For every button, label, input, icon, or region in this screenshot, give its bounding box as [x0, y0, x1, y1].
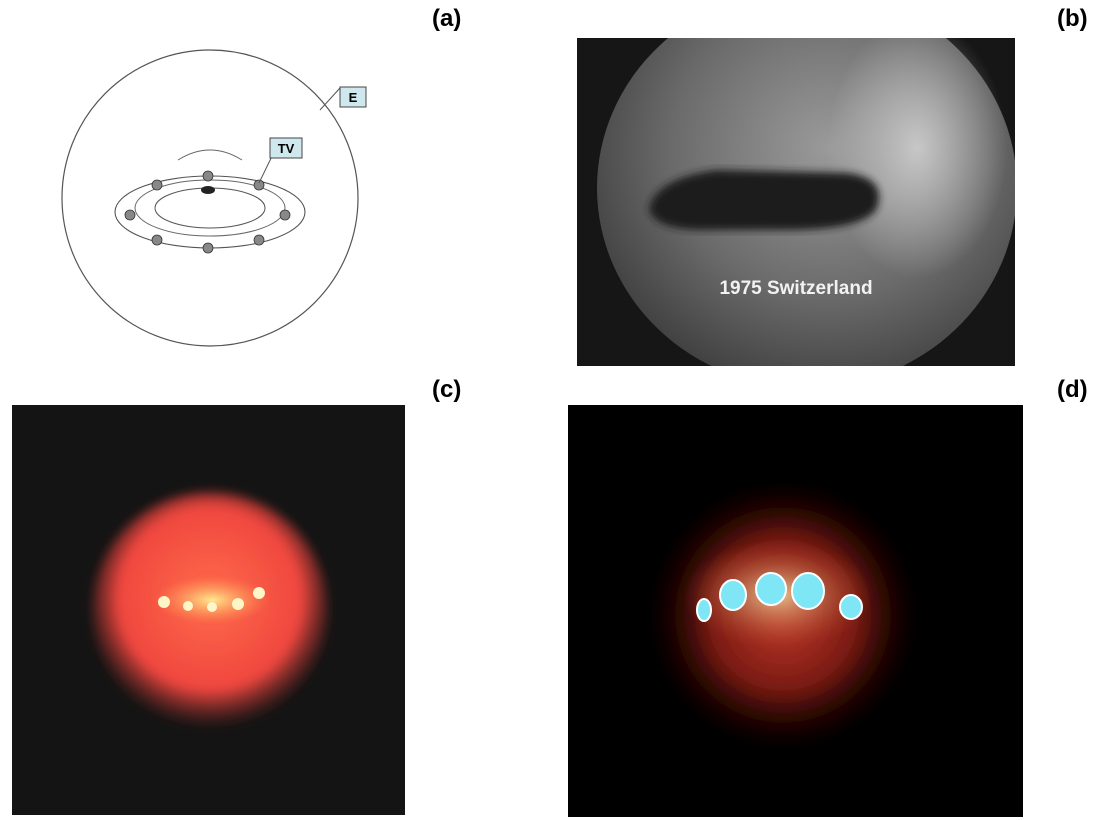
ufo-sphere-diagram: E TV: [61, 49, 367, 347]
sphere-light: [232, 598, 244, 610]
cyan-light: [719, 579, 747, 611]
yellow-core: [154, 576, 270, 624]
enhanced-sphere-photo: [568, 405, 1023, 817]
callout-tv-box: [269, 137, 303, 159]
callout-e-leader: [319, 87, 341, 111]
sphere-light: [158, 596, 170, 608]
photo-caption: 1975 Switzerland: [719, 278, 872, 299]
ring-light: [279, 209, 291, 221]
ring-light: [151, 234, 163, 246]
sphere-light: [183, 601, 193, 611]
ring-light: [124, 209, 136, 221]
callout-e-text: E: [349, 90, 358, 105]
callout-e-box: [339, 86, 367, 108]
ring-light: [253, 234, 265, 246]
inner-ring: [154, 187, 266, 229]
panel-label-d: (d): [1057, 376, 1088, 403]
panel-b-photo: 1975 Switzerland: [577, 38, 1015, 366]
panel-c-photo: [12, 405, 405, 815]
dome-outline: [177, 149, 243, 161]
red-sphere-photo: [12, 405, 405, 815]
panel-label-c: (c): [432, 376, 462, 403]
cyan-light: [755, 572, 787, 606]
cyan-light: [696, 598, 712, 622]
ring-light: [202, 242, 214, 254]
ring-light: [253, 179, 265, 191]
sphere-outline: [61, 49, 359, 347]
ring-lights: [124, 170, 291, 254]
cyan-lights: [696, 572, 863, 622]
switzerland-photo: 1975 Switzerland: [577, 38, 1015, 366]
cyan-light: [839, 594, 863, 620]
sphere-lights: [158, 587, 265, 612]
sphere-light: [253, 587, 265, 599]
callout-tv-text: TV: [278, 141, 295, 156]
bright-region: [827, 38, 1007, 278]
dark-oval-object: [649, 170, 879, 230]
sphere-light: [207, 602, 217, 612]
ring-light: [151, 179, 163, 191]
ring-light: [202, 170, 214, 182]
panel-label-b: (b): [1057, 5, 1088, 32]
cyan-light: [791, 572, 825, 610]
center-dot: [201, 186, 215, 194]
panel-label-a: (a): [432, 5, 462, 32]
panel-a-diagram: E TV: [40, 40, 420, 360]
panel-d-photo: [568, 405, 1023, 817]
